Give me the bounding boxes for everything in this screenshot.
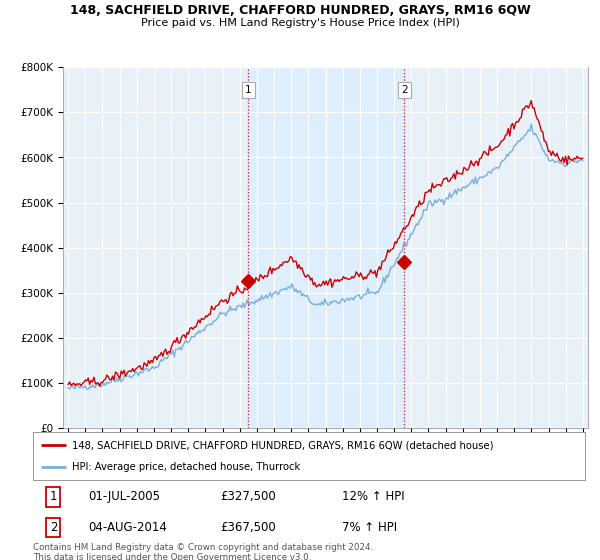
Text: £327,500: £327,500 bbox=[221, 491, 277, 503]
Text: 1: 1 bbox=[50, 491, 57, 503]
Text: HPI: Average price, detached house, Thurrock: HPI: Average price, detached house, Thur… bbox=[71, 461, 300, 472]
Text: 12% ↑ HPI: 12% ↑ HPI bbox=[342, 491, 405, 503]
Text: 148, SACHFIELD DRIVE, CHAFFORD HUNDRED, GRAYS, RM16 6QW: 148, SACHFIELD DRIVE, CHAFFORD HUNDRED, … bbox=[70, 4, 530, 17]
Text: Contains HM Land Registry data © Crown copyright and database right 2024.
This d: Contains HM Land Registry data © Crown c… bbox=[33, 543, 373, 560]
Text: 1: 1 bbox=[245, 85, 251, 95]
Text: 2: 2 bbox=[50, 521, 57, 534]
Text: 148, SACHFIELD DRIVE, CHAFFORD HUNDRED, GRAYS, RM16 6QW (detached house): 148, SACHFIELD DRIVE, CHAFFORD HUNDRED, … bbox=[71, 440, 493, 450]
Text: 7% ↑ HPI: 7% ↑ HPI bbox=[342, 521, 397, 534]
Text: £367,500: £367,500 bbox=[221, 521, 277, 534]
Bar bbox=[248, 67, 404, 428]
Text: 2: 2 bbox=[401, 85, 407, 95]
Text: 01-JUL-2005: 01-JUL-2005 bbox=[88, 491, 160, 503]
Text: 04-AUG-2014: 04-AUG-2014 bbox=[88, 521, 167, 534]
Text: Price paid vs. HM Land Registry's House Price Index (HPI): Price paid vs. HM Land Registry's House … bbox=[140, 18, 460, 29]
